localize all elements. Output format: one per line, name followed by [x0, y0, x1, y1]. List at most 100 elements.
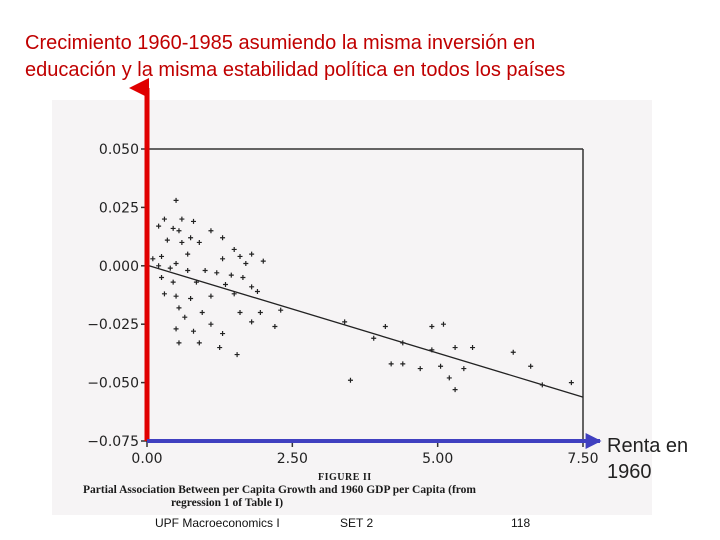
data-point [237, 310, 243, 316]
data-point [193, 279, 199, 285]
data-point [240, 274, 246, 280]
data-point [388, 361, 394, 367]
data-point [170, 225, 176, 231]
data-point [278, 307, 284, 313]
data-point [231, 246, 237, 252]
data-point [176, 228, 182, 234]
data-point [440, 321, 446, 327]
data-point [188, 235, 194, 241]
data-point [185, 251, 191, 257]
data-point [208, 228, 214, 234]
data-point [342, 319, 348, 325]
data-point [568, 380, 574, 386]
data-point [528, 363, 534, 369]
figure-caption-line-2: regression 1 of Table I) [171, 497, 284, 509]
data-point [196, 239, 202, 245]
x-axis-annotation-line-2: 1960 [607, 461, 652, 483]
data-point [429, 347, 435, 353]
footer-set: SET 2 [340, 516, 374, 530]
data-point [382, 324, 388, 330]
data-point [176, 340, 182, 346]
data-point [260, 258, 266, 264]
footer-page-number: 118 [511, 516, 531, 530]
data-point [417, 366, 423, 372]
data-point [249, 251, 255, 257]
data-point [179, 239, 185, 245]
data-point [254, 288, 260, 294]
data-point [159, 253, 165, 259]
data-point [208, 293, 214, 299]
data-point [159, 274, 165, 280]
data-point [234, 352, 240, 358]
data-point [173, 326, 179, 332]
data-point [161, 291, 167, 297]
data-point [191, 328, 197, 334]
y-tick-label: 0.025 [99, 200, 139, 216]
data-point [228, 272, 234, 278]
data-point [214, 270, 220, 276]
data-point [220, 256, 226, 262]
y-tick-label: −0.050 [87, 376, 139, 392]
x-axis-annotation: Renta en 1960 [607, 433, 717, 485]
data-point [461, 366, 467, 372]
data-point [438, 363, 444, 369]
data-point [202, 267, 208, 273]
data-point [150, 256, 156, 262]
slide-title-line-1: Crecimiento 1960-1985 asumiendo la misma… [25, 32, 536, 54]
data-point [249, 284, 255, 290]
data-point [220, 235, 226, 241]
data-point [170, 279, 176, 285]
data-point [272, 324, 278, 330]
data-point [179, 216, 185, 222]
x-tick-label: 7.50 [567, 451, 598, 467]
x-axis-annotation-line-1: Renta en [607, 435, 689, 457]
y-tick-label: 0.050 [99, 142, 139, 158]
data-point [446, 375, 452, 381]
data-point [257, 310, 263, 316]
y-tick-label: 0.000 [99, 259, 139, 275]
x-tick-label: 0.00 [131, 451, 162, 467]
x-tick-label: 2.50 [277, 451, 308, 467]
data-point [208, 321, 214, 327]
data-point [237, 253, 243, 259]
data-point [156, 223, 162, 229]
data-point [173, 260, 179, 266]
scanned-figure-background [52, 100, 652, 515]
data-point [539, 382, 545, 388]
data-point [185, 267, 191, 273]
data-point [199, 310, 205, 316]
figure-label: FIGURE II [318, 472, 372, 483]
data-point [182, 314, 188, 320]
data-point [164, 237, 170, 243]
data-point [167, 265, 173, 271]
y-tick-label: −0.025 [87, 317, 139, 333]
data-point [452, 387, 458, 393]
figure-caption: Partial Association Between per Capita G… [83, 484, 623, 510]
data-point [217, 345, 223, 351]
data-point [400, 361, 406, 367]
x-tick-label: 5.00 [422, 451, 453, 467]
data-point [161, 216, 167, 222]
data-point [191, 218, 197, 224]
data-point [176, 305, 182, 311]
data-point [173, 197, 179, 203]
y-tick-label: −0.075 [87, 434, 139, 450]
data-point [400, 340, 406, 346]
data-point [156, 263, 162, 269]
data-point [510, 349, 516, 355]
data-point [470, 345, 476, 351]
data-point [249, 319, 255, 325]
data-point [243, 260, 249, 266]
figure-caption-line-1: Partial Association Between per Capita G… [83, 484, 477, 496]
data-point [196, 340, 202, 346]
data-point [371, 335, 377, 341]
footer-course: UPF Macroeconomics I [155, 516, 280, 530]
data-point [222, 281, 228, 287]
data-point [452, 345, 458, 351]
slide-title: Crecimiento 1960-1985 asumiendo la misma… [25, 30, 705, 84]
data-point [347, 377, 353, 383]
data-point [429, 324, 435, 330]
regression-line [146, 264, 584, 398]
data-point [188, 296, 194, 302]
